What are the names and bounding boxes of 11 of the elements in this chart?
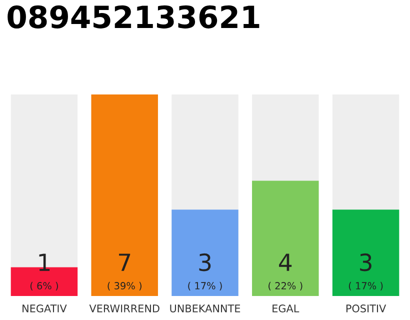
x-tick-label: UNBEKANNTE [170,304,240,312]
data-label: 3 ( 17% ) [188,253,222,291]
chart-title: 089452133621 [8,5,260,28]
x-tick-label: EGAL [272,304,300,312]
data-label: 3 ( 17% ) [348,253,383,291]
data-label: 4 ( 22% ) [268,254,302,291]
data-label: 1 ( 6% ) [30,254,58,291]
x-tick-label: NEGATIV [22,304,67,312]
data-label: 7 ( 39% ) [108,254,142,291]
x-tick-label: POSITIV [346,304,386,312]
x-tick-label: VERWIRREND [89,304,160,312]
